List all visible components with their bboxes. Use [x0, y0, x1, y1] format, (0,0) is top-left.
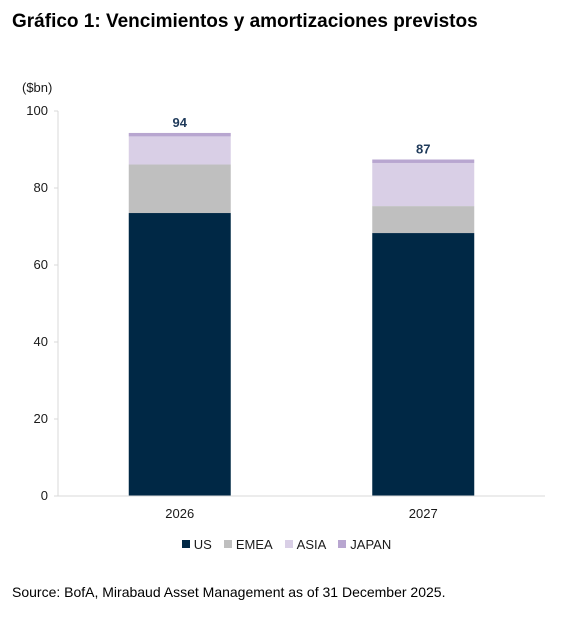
- y-tick-label: 60: [34, 257, 48, 272]
- legend-swatch: [181, 540, 190, 548]
- bar-segment-japan-2026: [128, 132, 231, 137]
- y-tick-label: 100: [26, 103, 48, 118]
- x-tick-label: 2027: [409, 506, 438, 521]
- y-tick-label: 20: [34, 411, 48, 426]
- y-tick-label: 0: [41, 488, 48, 503]
- legend-label: US: [193, 536, 212, 552]
- legend-label: JAPAN: [350, 536, 392, 552]
- bar-segment-asia-2027: [372, 162, 475, 207]
- legend-swatch: [284, 540, 293, 548]
- x-axis: 2026 2027: [58, 495, 545, 521]
- source-note: Source: BofA, Mirabaud Asset Management …: [12, 584, 446, 600]
- y-tick-label: 40: [34, 334, 48, 349]
- legend-label: EMEA: [235, 536, 273, 552]
- legend-swatch: [223, 540, 232, 548]
- legend-label: ASIA: [296, 536, 327, 552]
- chart-title: Gráfico 1: Vencimientos y amortizaciones…: [12, 11, 478, 32]
- bar-segment-us-2027: [372, 233, 475, 497]
- bar-segment-us-2026: [128, 213, 231, 496]
- legend-item-us: US: [181, 536, 212, 552]
- legend-item-emea: EMEA: [223, 536, 273, 552]
- bar-segment-asia-2026: [128, 136, 231, 165]
- x-tick-label: 2026: [165, 506, 194, 521]
- legend-swatch: [338, 540, 347, 548]
- bar-segment-emea-2026: [128, 164, 231, 214]
- y-axis-label: ($bn): [22, 80, 52, 95]
- legend-item-asia: ASIA: [284, 536, 327, 552]
- bar-total-label: 94: [173, 115, 188, 130]
- legend: US EMEA ASIA JAPAN: [0, 536, 573, 552]
- legend-item-japan: JAPAN: [338, 537, 391, 552]
- y-axis: 0 20 40 60 80 100: [26, 103, 59, 503]
- y-tick-label: 80: [34, 180, 48, 195]
- bars: 94 87: [128, 115, 475, 497]
- bar-segment-japan-2027: [372, 159, 475, 163]
- bar-segment-emea-2027: [372, 206, 475, 234]
- bar-total-label: 87: [416, 142, 430, 157]
